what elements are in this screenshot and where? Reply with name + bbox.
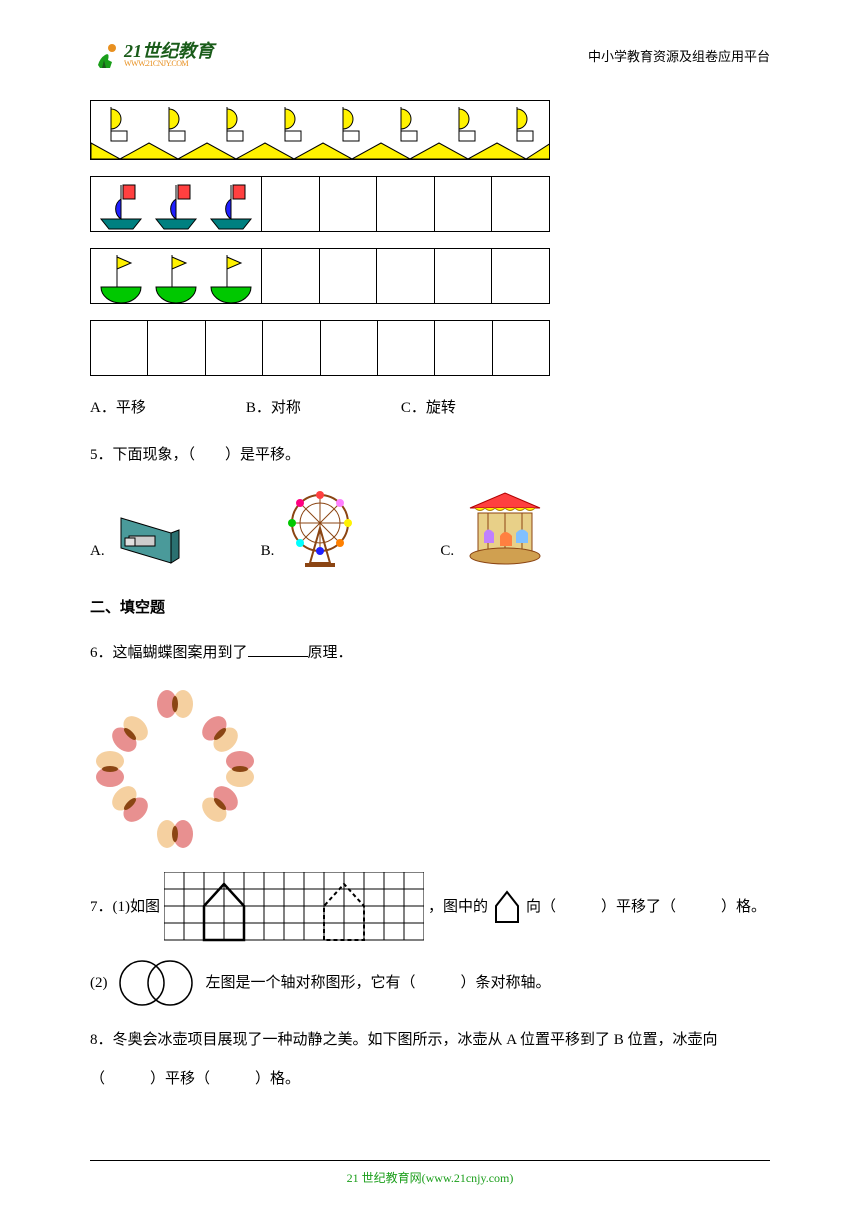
q5-option-c: C. — [440, 488, 550, 568]
empty-cell — [435, 249, 493, 303]
section-2-title: 二、填空题 — [90, 592, 770, 625]
ferris-wheel-icon — [280, 488, 360, 568]
empty-cell — [492, 177, 549, 231]
q7-2-before: (2) — [90, 967, 108, 1000]
logo-sub: WWW.21CNJY.COM — [124, 60, 214, 68]
empty-cell — [321, 321, 378, 375]
q4-option-b: B．对称 — [246, 392, 301, 425]
empty-cell — [91, 321, 148, 375]
pattern-row-1-svg — [91, 101, 549, 159]
empty-cell — [263, 321, 320, 375]
pattern-row-3-filled — [91, 249, 262, 303]
butterfly-pattern — [90, 684, 260, 854]
q5-option-a: A. — [90, 508, 181, 568]
header-right: 中小学教育资源及组卷应用平台 — [588, 46, 770, 65]
empty-cell — [262, 249, 320, 303]
q4-option-a: A．平移 — [90, 392, 146, 425]
pattern-row-1 — [90, 100, 550, 160]
pattern-row-3 — [90, 248, 550, 304]
q6-before: 6．这幅蝴蝶图案用到了 — [90, 645, 248, 661]
q5-option-b: B. — [261, 488, 361, 568]
logo-text: 21世纪教育 WWW.21CNJY.COM — [124, 42, 214, 68]
empty-cell — [377, 177, 435, 231]
empty-cell — [320, 249, 378, 303]
q4-option-c: C．旋转 — [401, 392, 456, 425]
empty-cell — [435, 177, 493, 231]
q5-text: 5．下面现象，（ ）是平移。 — [90, 439, 770, 472]
q5-options: A. B. — [90, 488, 770, 568]
q6-after: 原理． — [308, 645, 353, 661]
q4-options: A．平移 B．对称 C．旋转 — [90, 392, 770, 425]
page-footer: 21 世纪教育网(www.21cnjy.com) — [90, 1160, 770, 1186]
logo-icon — [90, 40, 120, 70]
q7-1-after: 向（ ）平移了（ ）格。 — [526, 891, 766, 924]
page-header: 21世纪教育 WWW.21CNJY.COM 中小学教育资源及组卷应用平台 — [90, 40, 770, 70]
empty-cell — [492, 249, 549, 303]
content: A．平移 B．对称 C．旋转 5．下面现象，（ ）是平移。 A. B. — [90, 100, 770, 1096]
empty-cell — [493, 321, 549, 375]
q6: 6．这幅蝴蝶图案用到了 原理． — [90, 637, 770, 670]
drawer-icon — [111, 508, 181, 568]
empty-cell — [377, 249, 435, 303]
q7-2-after: 左图是一个轴对称图形，它有（ ）条对称轴。 — [206, 967, 551, 1000]
pattern-row-2 — [90, 176, 550, 232]
logo: 21世纪教育 WWW.21CNJY.COM — [90, 40, 214, 70]
empty-cell — [148, 321, 205, 375]
q6-blank — [248, 641, 308, 657]
pattern-row-2-filled — [91, 177, 262, 231]
q5-a-label: A. — [90, 535, 105, 568]
empty-cell — [262, 177, 320, 231]
q7-part1: 7．(1)如图 ，图中的 向（ ）平移了（ ）格。 — [90, 872, 770, 942]
empty-cell — [435, 321, 492, 375]
q7-1-mid: ，图中的 — [428, 891, 488, 924]
q5-c-label: C. — [440, 535, 454, 568]
house-grid-icon — [164, 872, 424, 942]
small-house-icon — [492, 890, 522, 924]
q7-1-before: 7．(1)如图 — [90, 891, 160, 924]
logo-main: 21世纪教育 — [124, 42, 214, 60]
empty-cell — [378, 321, 435, 375]
q8-line1: 8．冬奥会冰壶项目展现了一种动静之美。如下图所示，冰壶从 A 位置平移到了 B … — [90, 1024, 770, 1057]
q7-part2: (2) 左图是一个轴对称图形，它有（ ）条对称轴。 — [90, 958, 770, 1008]
pattern-row-4 — [90, 320, 550, 376]
empty-cell — [320, 177, 378, 231]
q8-line2: （ ）平移（ ）格。 — [90, 1063, 770, 1096]
venn-icon — [112, 958, 202, 1008]
q5-b-label: B. — [261, 535, 275, 568]
carousel-icon — [460, 488, 550, 568]
empty-cell — [206, 321, 263, 375]
